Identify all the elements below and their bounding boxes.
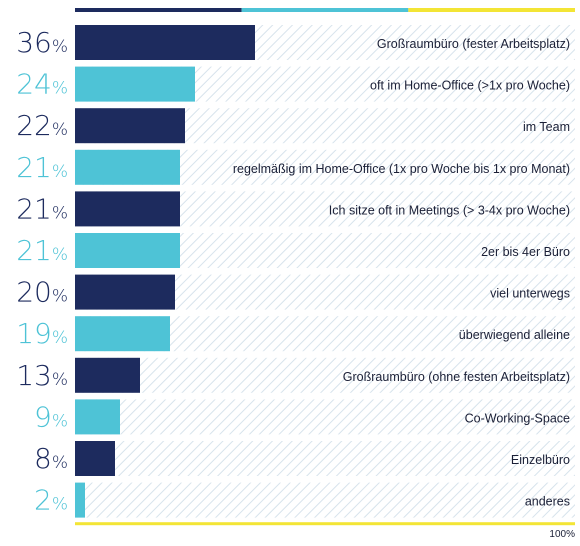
value-label: 22% xyxy=(16,109,68,142)
top-color-bar xyxy=(75,8,575,12)
value-label: 13% xyxy=(16,359,68,392)
bar xyxy=(75,274,175,310)
bar xyxy=(75,149,180,185)
bar-row: 36% Großraumbüro (fester Arbeitsplatz) xyxy=(16,25,575,60)
axis-max-label: 100% xyxy=(549,529,575,540)
top-bar-segment xyxy=(241,8,409,12)
bottom-axis: 100% xyxy=(75,522,575,540)
value-label: 2% xyxy=(34,484,68,517)
value-label: 21% xyxy=(16,192,68,225)
bar xyxy=(75,441,115,476)
category-label: Ich sitze oft in Meetings (> 3-4x pro Wo… xyxy=(329,203,570,217)
category-label: Co-Working-Space xyxy=(465,411,570,425)
bar-row: 9% Co-Working-Space xyxy=(34,399,575,435)
value-label: 20% xyxy=(16,276,68,309)
value-label: 21% xyxy=(16,234,68,267)
value-label: 21% xyxy=(16,151,68,184)
bar xyxy=(75,399,120,435)
bar-row: 2% anderes xyxy=(34,482,575,518)
value-label: 24% xyxy=(16,68,68,101)
bar xyxy=(75,233,180,268)
bar xyxy=(75,108,185,144)
bar-row: 20% viel unterwegs xyxy=(16,274,575,310)
bar-row: 19% überwiegend alleine xyxy=(16,316,575,352)
bar-row: 21% 2er bis 4er Büro xyxy=(16,233,575,268)
bar xyxy=(75,191,180,227)
category-label: überwiegend alleine xyxy=(459,328,570,342)
category-label: 2er bis 4er Büro xyxy=(481,245,570,259)
bar-track xyxy=(75,399,575,435)
value-label: 8% xyxy=(34,442,68,475)
bar xyxy=(75,25,255,60)
bar-track xyxy=(75,441,575,476)
category-label: Einzelbüro xyxy=(511,453,570,467)
value-label: 9% xyxy=(34,400,68,433)
category-label: Großraumbüro (fester Arbeitsplatz) xyxy=(377,37,570,51)
category-label: viel unterwegs xyxy=(490,287,570,301)
value-label: 19% xyxy=(16,317,68,350)
category-label: Großraumbüro (ohne festen Arbeitsplatz) xyxy=(343,370,570,384)
bar-row: 21% Ich sitze oft in Meetings (> 3-4x pro… xyxy=(16,191,575,227)
bar xyxy=(75,66,195,102)
category-label: anderes xyxy=(525,495,570,509)
category-label: regelmäßig im Home-Office (1x pro Woche … xyxy=(233,162,570,176)
bar-track xyxy=(75,357,575,393)
top-bar-segment xyxy=(408,8,575,12)
chart-rows: 36% Großraumbüro (fester Arbeitsplatz) 24%… xyxy=(16,25,575,518)
category-label: im Team xyxy=(523,120,570,134)
axis-line xyxy=(75,522,575,526)
bar xyxy=(75,316,170,352)
bar-row: 21% regelmäßig im Home-Office (1x pro Woc… xyxy=(16,149,575,185)
bar xyxy=(75,482,85,518)
bar-row: 8% Einzelbüro xyxy=(34,441,575,476)
bar-track xyxy=(75,482,575,518)
bar-row: 22% im Team xyxy=(16,108,575,144)
bar-row: 13% Großraumbüro (ohne festen Arbeitsplat… xyxy=(16,357,575,393)
bar xyxy=(75,357,140,393)
value-label: 36% xyxy=(16,26,68,59)
category-label: oft im Home-Office (>1x pro Woche) xyxy=(370,79,570,93)
bar-row: 24% oft im Home-Office (>1x pro Woche) xyxy=(16,66,575,102)
top-bar-segment xyxy=(75,8,242,12)
